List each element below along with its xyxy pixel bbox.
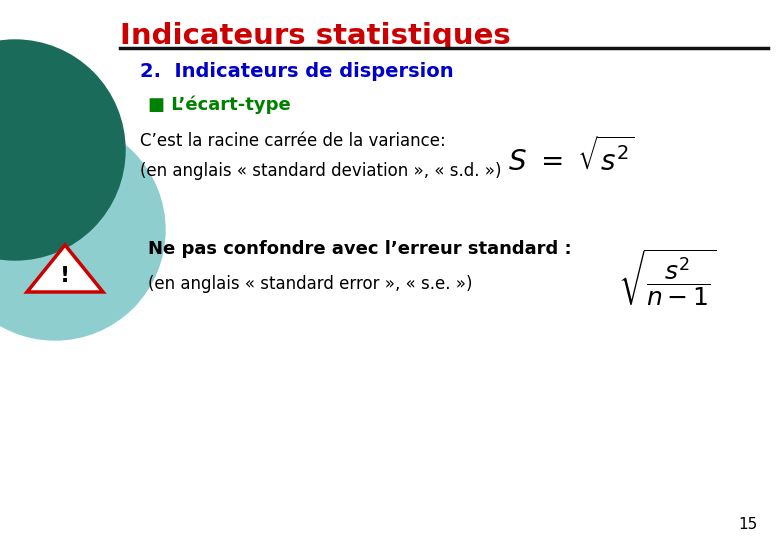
Text: 2.  Indicateurs de dispersion: 2. Indicateurs de dispersion bbox=[140, 62, 454, 81]
Circle shape bbox=[0, 40, 125, 260]
Text: (en anglais « standard error », « s.e. »): (en anglais « standard error », « s.e. »… bbox=[148, 275, 473, 293]
Text: !: ! bbox=[60, 266, 70, 286]
Text: (en anglais « standard deviation », « s.d. »): (en anglais « standard deviation », « s.… bbox=[140, 162, 502, 180]
Circle shape bbox=[0, 120, 165, 340]
Text: Ne pas confondre avec l’erreur standard :: Ne pas confondre avec l’erreur standard … bbox=[148, 240, 572, 258]
Text: $S\ =\ \sqrt{s^2}$: $S\ =\ \sqrt{s^2}$ bbox=[508, 137, 635, 177]
Text: Indicateurs statistiques: Indicateurs statistiques bbox=[120, 22, 511, 50]
Text: 15: 15 bbox=[739, 517, 758, 532]
Text: C’est la racine carrée de la variance:: C’est la racine carrée de la variance: bbox=[140, 132, 451, 150]
Text: ■ L’écart-type: ■ L’écart-type bbox=[148, 95, 291, 113]
Text: $\sqrt{\dfrac{s^2}{n-1}}$: $\sqrt{\dfrac{s^2}{n-1}}$ bbox=[618, 248, 717, 309]
Polygon shape bbox=[27, 245, 103, 292]
